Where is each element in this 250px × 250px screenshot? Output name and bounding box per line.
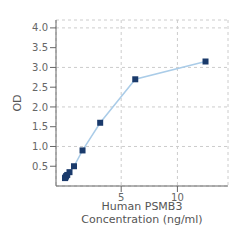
- svg-text:Human PSMB3Concentration (ng/m: Human PSMB3Concentration (ng/ml): [81, 200, 202, 226]
- svg-text:1.5: 1.5: [32, 121, 48, 132]
- svg-text:2.0: 2.0: [32, 102, 48, 113]
- svg-text:3.5: 3.5: [32, 42, 48, 53]
- svg-text:0.5: 0.5: [32, 161, 48, 172]
- svg-text:10: 10: [171, 192, 184, 203]
- svg-text:OD: OD: [11, 94, 24, 111]
- svg-text:3.0: 3.0: [32, 62, 48, 73]
- svg-text:4.0: 4.0: [32, 22, 48, 33]
- svg-text:5: 5: [118, 192, 124, 203]
- svg-text:2.5: 2.5: [32, 82, 48, 93]
- svg-text:1.0: 1.0: [32, 141, 48, 152]
